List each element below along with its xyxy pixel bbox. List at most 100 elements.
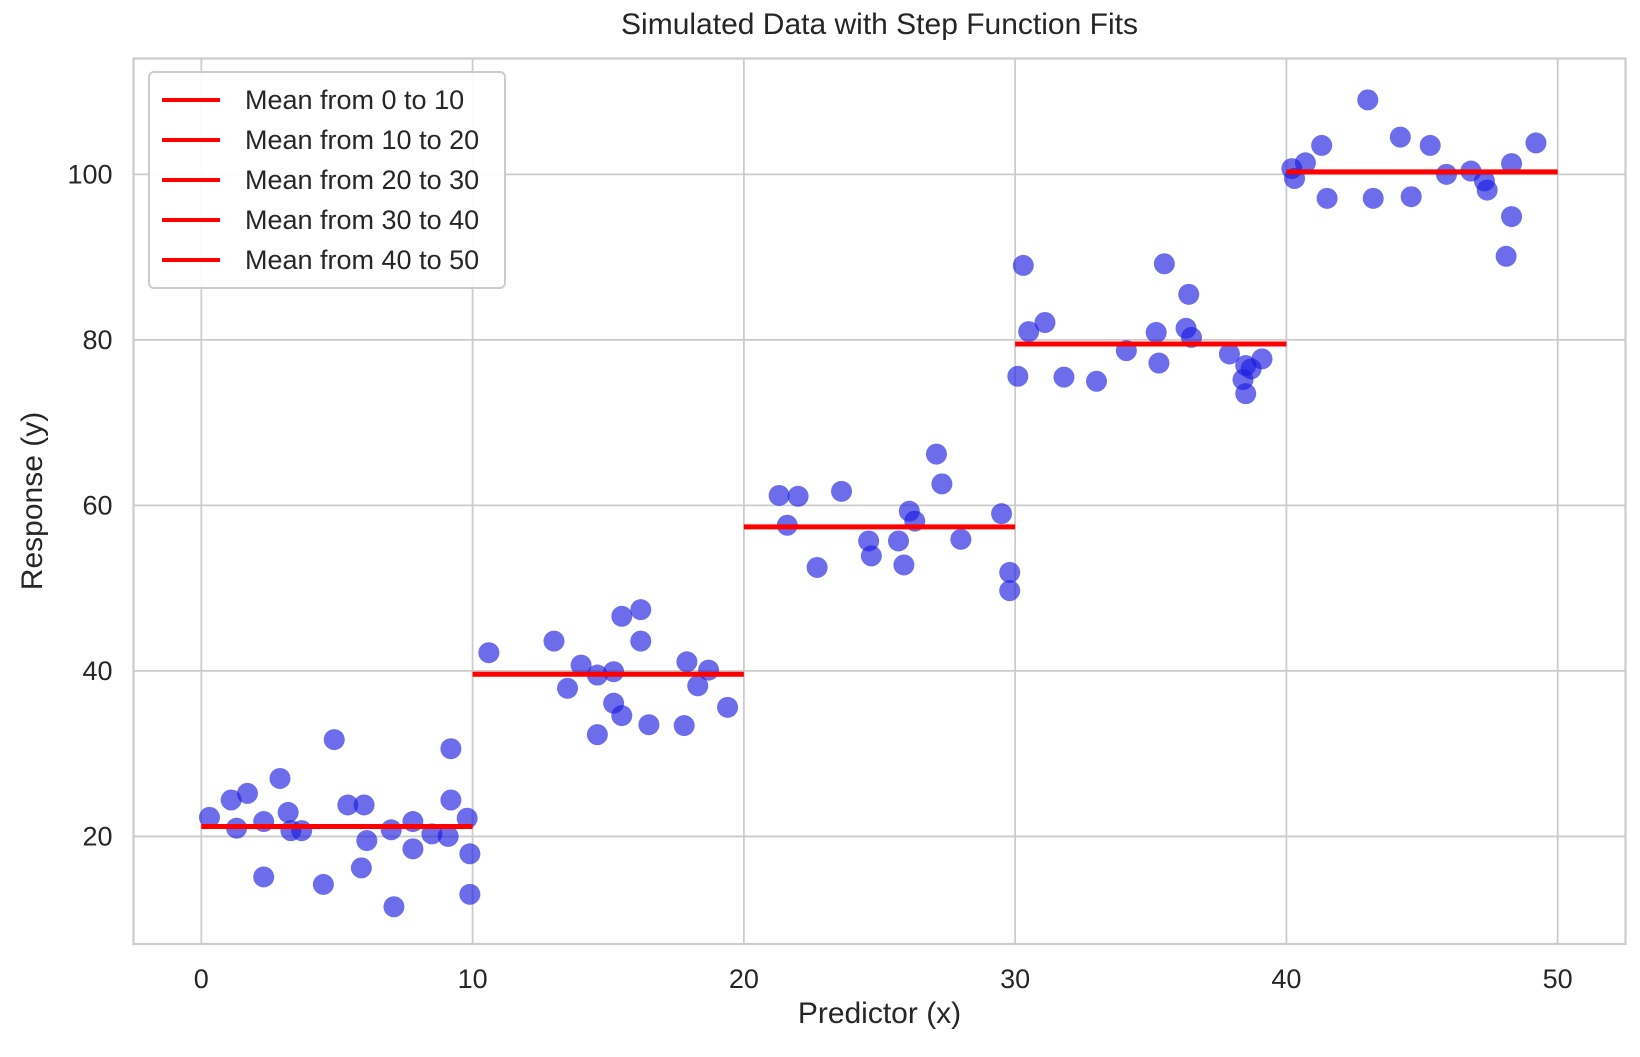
scatter-point <box>787 485 809 507</box>
scatter-point <box>950 528 972 550</box>
scatter-point <box>1053 366 1075 388</box>
scatter-point <box>673 715 695 737</box>
scatter-point <box>887 530 909 552</box>
y-tick-label: 40 <box>82 656 112 686</box>
scatter-point <box>1419 134 1441 156</box>
legend-item: Mean from 40 to 50 <box>162 240 490 280</box>
x-tick-label: 50 <box>1543 964 1573 994</box>
scatter-point <box>1294 152 1316 174</box>
scatter-point <box>717 696 739 718</box>
scatter-point <box>277 801 299 823</box>
scatter-point <box>1311 134 1333 156</box>
scatter-point <box>220 789 242 811</box>
scatter-point <box>630 630 652 652</box>
scatter-point <box>1400 186 1422 208</box>
scatter-series <box>198 89 1547 918</box>
x-tick-label: 30 <box>1000 964 1030 994</box>
legend-line-swatch <box>162 98 220 102</box>
scatter-point <box>459 883 481 905</box>
scatter-point <box>999 561 1021 583</box>
y-tick-label: 20 <box>82 821 112 851</box>
scatter-point <box>676 651 698 673</box>
scatter-point <box>698 659 720 681</box>
legend-line-swatch <box>162 258 220 262</box>
scatter-point <box>402 838 424 860</box>
scatter-point <box>459 843 481 865</box>
y-tick-label: 80 <box>82 325 112 355</box>
scatter-point <box>440 789 462 811</box>
scatter-point <box>323 729 345 751</box>
scatter-point <box>236 782 258 804</box>
scatter-point <box>611 705 633 727</box>
scatter-point <box>456 807 478 829</box>
scatter-point <box>1007 365 1029 387</box>
scatter-point <box>806 556 828 578</box>
scatter-point <box>991 503 1013 525</box>
scatter-point <box>1316 187 1338 209</box>
scatter-point <box>999 580 1021 602</box>
scatter-point <box>312 873 334 895</box>
scatter-point <box>630 599 652 621</box>
scatter-point <box>440 738 462 760</box>
scatter-point <box>383 896 405 918</box>
scatter-point <box>1501 206 1523 228</box>
y-tick-label: 60 <box>82 490 112 520</box>
scatter-point <box>543 630 565 652</box>
scatter-point <box>1525 132 1547 154</box>
legend-item-label: Mean from 0 to 10 <box>245 84 465 115</box>
scatter-point <box>1501 153 1523 175</box>
scatter-point <box>557 677 579 699</box>
scatter-point <box>1476 179 1498 201</box>
scatter-point <box>353 794 375 816</box>
scatter-point <box>586 724 608 746</box>
scatter-point <box>1357 89 1379 111</box>
x-tick-label: 20 <box>729 964 759 994</box>
scatter-point <box>198 806 220 828</box>
scatter-point <box>269 767 291 789</box>
y-axis-label: Response (y) <box>16 411 49 591</box>
scatter-point <box>337 794 359 816</box>
scatter-point <box>925 443 947 465</box>
scatter-point <box>1251 348 1273 370</box>
legend-line-swatch <box>162 138 220 142</box>
scatter-point <box>1148 352 1170 374</box>
y-tick-label: 100 <box>67 159 112 189</box>
scatter-point <box>687 675 709 697</box>
scatter-point <box>1389 126 1411 148</box>
scatter-point <box>437 825 459 847</box>
scatter-point <box>356 830 378 852</box>
chart-title: Simulated Data with Step Function Fits <box>621 8 1138 41</box>
scatter-point <box>1235 383 1257 405</box>
scatter-point <box>1153 253 1175 275</box>
scatter-point <box>380 819 402 841</box>
scatter-point <box>831 480 853 502</box>
legend-item: Mean from 10 to 20 <box>162 120 490 160</box>
scatter-point <box>1034 311 1056 333</box>
x-tick-label: 0 <box>194 964 209 994</box>
legend-line-swatch <box>162 178 220 182</box>
scatter-point <box>570 654 592 676</box>
legend-item-label: Mean from 20 to 30 <box>245 164 480 195</box>
scatter-point <box>1218 343 1240 365</box>
scatter-point <box>611 605 633 627</box>
scatter-point <box>860 545 882 567</box>
legend: Mean from 0 to 10 Mean from 10 to 20 Mean … <box>148 71 506 289</box>
scatter-point <box>1145 321 1167 343</box>
scatter-point <box>1012 254 1034 276</box>
scatter-point <box>291 820 313 842</box>
legend-item: Mean from 20 to 30 <box>162 160 490 200</box>
legend-item-label: Mean from 10 to 20 <box>245 124 480 155</box>
scatter-point <box>1018 321 1040 343</box>
x-tick-label: 10 <box>458 964 488 994</box>
x-tick-label: 40 <box>1271 964 1301 994</box>
scatter-point <box>768 484 790 506</box>
scatter-point <box>253 866 275 888</box>
scatter-point <box>350 857 372 879</box>
scatter-point <box>893 554 915 576</box>
mean-lines <box>201 169 1558 829</box>
scatter-point <box>1178 283 1200 305</box>
x-axis-label: Predictor (x) <box>797 997 962 1030</box>
scatter-point <box>1086 370 1108 392</box>
legend-item: Mean from 30 to 40 <box>162 200 490 240</box>
